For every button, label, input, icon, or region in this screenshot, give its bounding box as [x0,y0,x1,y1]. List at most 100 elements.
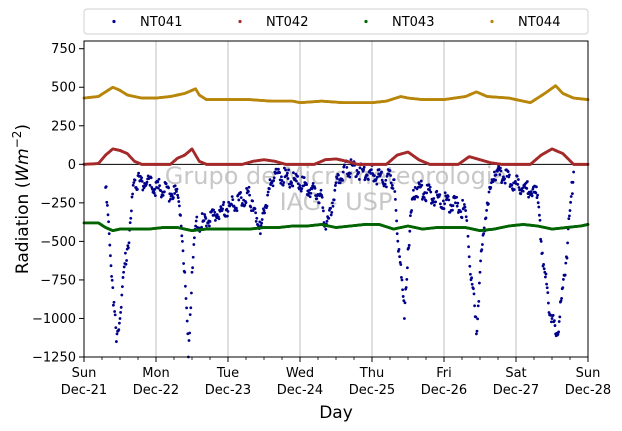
data-point [231,198,235,202]
x-axis: Sun Dec-21 Mon Dec-22 Tue Dec-23 Wed Dec-24 Thu D… [61,357,611,398]
x-tick-date: Dec-25 [349,383,395,398]
data-point [244,201,248,205]
data-point [286,177,290,180]
data-point [118,321,121,325]
data-point [385,174,389,178]
data-point [119,305,123,309]
data-point [130,195,134,199]
data-point [547,301,550,305]
data-point [191,255,195,259]
data-point [477,299,481,303]
data-point [550,320,553,324]
data-point [393,190,397,193]
data-point [272,179,275,182]
data-point [111,286,115,290]
data-point [159,189,163,193]
data-point [181,240,184,243]
data-point [517,178,520,181]
data-point [157,177,161,181]
data-point [176,196,180,200]
data-point [203,213,207,216]
data-point [129,216,133,220]
data-point [362,168,365,172]
data-point [107,220,110,224]
data-point [474,315,478,319]
data-point [247,185,251,189]
data-point [121,285,124,289]
data-point [141,188,145,192]
data-point [140,176,144,180]
data-point [172,196,175,200]
data-point [391,183,394,187]
data-point [395,219,398,223]
data-point [324,227,328,231]
data-point [375,182,379,186]
data-point [120,293,124,297]
data-point [183,270,187,274]
data-point [489,186,493,189]
data-point [406,266,409,270]
data-point [221,203,225,207]
data-point [239,191,243,194]
data-point [400,275,403,279]
data-point [564,261,568,265]
data-point [126,246,130,250]
data-point [569,200,572,204]
data-point [118,317,122,320]
data-point [109,254,112,258]
data-point [465,219,469,222]
data-point [106,203,109,207]
data-point [374,178,378,181]
data-point [435,189,439,193]
data-point [529,190,533,194]
data-point [107,232,111,236]
data-point [334,184,337,187]
data-point [177,200,181,203]
data-point [456,201,460,205]
data-point [214,218,217,222]
data-point [376,175,379,179]
y-axis-label-unit: Wm [13,148,33,181]
data-point [281,183,285,187]
data-point [401,288,404,292]
data-point [400,278,404,282]
data-point [365,173,369,177]
data-point [239,196,243,200]
data-point [454,201,457,205]
data-point [461,198,464,202]
x-tick-date: Dec-24 [277,383,323,398]
data-point [394,209,398,212]
data-point [503,177,506,181]
data-point [565,256,569,260]
data-point [291,184,295,188]
data-point [133,178,137,182]
data-point [154,194,157,198]
legend-entry-NT042: NT042 [238,15,308,30]
data-point [345,166,349,169]
x-tick-date: Dec-22 [133,383,179,398]
data-point [157,186,160,190]
data-point [514,179,517,183]
data-point [266,190,270,194]
data-point [380,170,383,174]
data-point [496,169,499,173]
data-point [503,181,507,185]
data-point [296,182,300,186]
data-point [550,317,554,320]
x-tick-day: Thu [359,366,384,381]
data-point [442,207,446,211]
data-point [115,340,118,343]
data-point [408,229,412,233]
data-point [319,188,323,192]
data-point [322,221,326,224]
data-point [266,193,269,197]
data-point [487,190,491,194]
data-point [418,182,421,186]
data-point [322,209,325,213]
legend-box [83,8,589,35]
y-tick-label: −750 [40,273,76,288]
data-point [398,255,401,259]
data-point [331,201,334,205]
y-tick-label: −500 [40,235,76,250]
